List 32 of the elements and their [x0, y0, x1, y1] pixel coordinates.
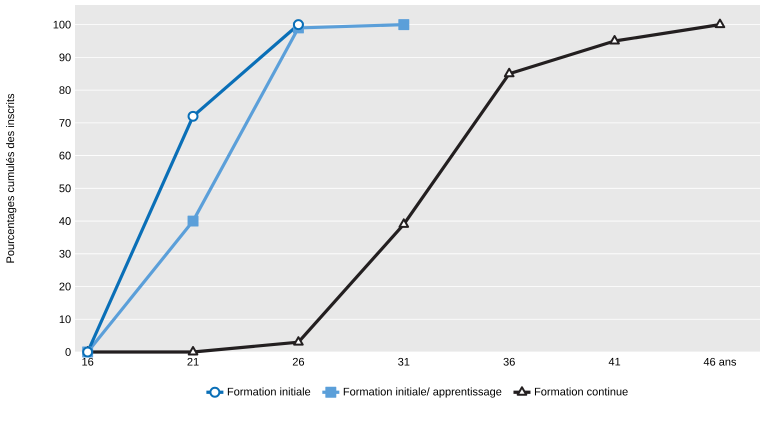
x-tick-label: 26: [292, 358, 304, 366]
point: [188, 216, 199, 227]
y-tick-label: 30: [59, 250, 71, 258]
y-tick-label: 100: [54, 20, 71, 29]
point: [504, 68, 515, 78]
y-tick-label: 60: [59, 152, 71, 160]
point: [714, 18, 726, 28]
legend-label: Formation initiale/ apprentissage: [344, 387, 502, 398]
y-tick-label: 90: [59, 53, 71, 62]
x-tick-label: 31: [398, 358, 410, 366]
y-tick-label: 70: [59, 118, 71, 127]
y-tick-label: 80: [59, 86, 71, 94]
y-tick-label: 10: [60, 315, 71, 324]
x-tick-label: 36: [503, 358, 515, 366]
point: [398, 19, 410, 30]
legend-label: Formation initiale: [228, 387, 310, 396]
point: [188, 110, 199, 122]
x-tick-label: 41: [608, 358, 620, 366]
point: [609, 35, 620, 44]
y-tick-label: 50: [59, 184, 71, 192]
point: [293, 336, 304, 346]
y-tick-label: 0: [65, 348, 71, 356]
point: [398, 218, 410, 228]
y-tick-label: 20: [59, 282, 71, 290]
y-axis-title: Pourcentages cumulés des inscrits: [6, 94, 16, 263]
point: [188, 346, 198, 356]
x-tick-label: 21: [187, 358, 199, 366]
x-tick-label: 16: [82, 358, 94, 366]
x-tick-label: 46 ans: [704, 358, 736, 366]
y-tick-label: 40: [59, 217, 71, 225]
point: [292, 19, 304, 30]
legend-label: Formation continue: [534, 387, 628, 396]
